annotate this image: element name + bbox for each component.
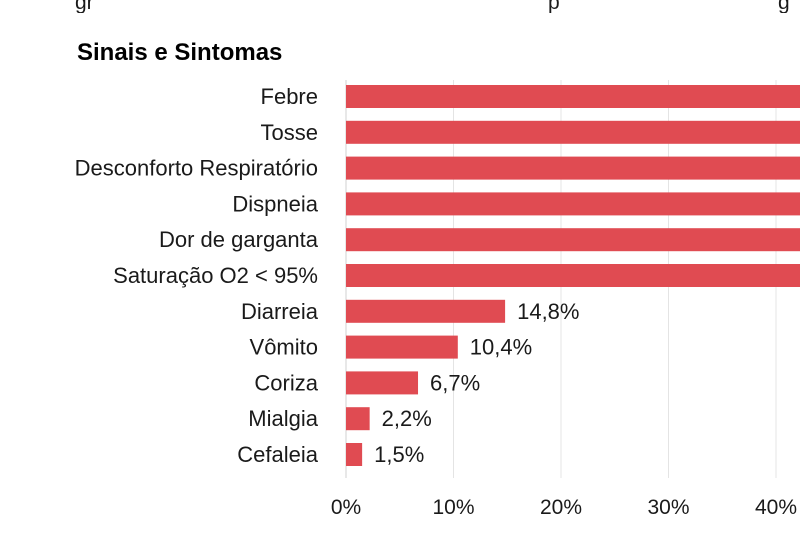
x-tick-label: 10%	[432, 496, 474, 519]
x-tick-label: 40%	[755, 496, 797, 519]
bar	[346, 156, 800, 180]
x-tick-label: 20%	[540, 496, 582, 519]
header-fragment: g	[778, 0, 790, 13]
header-fragment: gr	[75, 0, 94, 13]
x-tick-label: 0%	[331, 496, 361, 519]
bar	[346, 264, 800, 287]
category-label: Mialgia	[248, 406, 318, 431]
category-label: Febre	[261, 84, 318, 109]
cropped-header-text: gr p g	[0, 0, 800, 13]
bar	[346, 371, 419, 395]
category-label: Tosse	[261, 120, 318, 145]
chart-title: Sinais e Sintomas	[77, 39, 282, 66]
category-label: Dor de garganta	[159, 227, 319, 252]
bar	[346, 335, 458, 359]
category-label: Coriza	[254, 370, 318, 395]
category-label: Dispneia	[232, 191, 318, 216]
data-label: 1,5%	[374, 442, 424, 467]
category-label: Vômito	[250, 335, 318, 360]
x-tick-label: 30%	[647, 496, 689, 519]
bar	[346, 299, 506, 323]
bar	[346, 407, 370, 431]
category-label: Saturação O2 < 95%	[113, 263, 318, 288]
data-label: 14,8%	[517, 299, 579, 324]
bar	[346, 85, 800, 108]
data-label: 10,4%	[470, 335, 532, 360]
bar	[346, 120, 800, 144]
bar	[346, 228, 800, 252]
bar	[346, 443, 363, 466]
category-label: Cefaleia	[237, 442, 318, 467]
bar	[346, 192, 800, 216]
header-fragment: p	[548, 0, 560, 13]
category-label: Diarreia	[241, 299, 319, 324]
data-label: 6,7%	[430, 370, 480, 395]
category-label: Desconforto Respiratório	[75, 156, 318, 181]
data-label: 2,2%	[382, 406, 432, 431]
